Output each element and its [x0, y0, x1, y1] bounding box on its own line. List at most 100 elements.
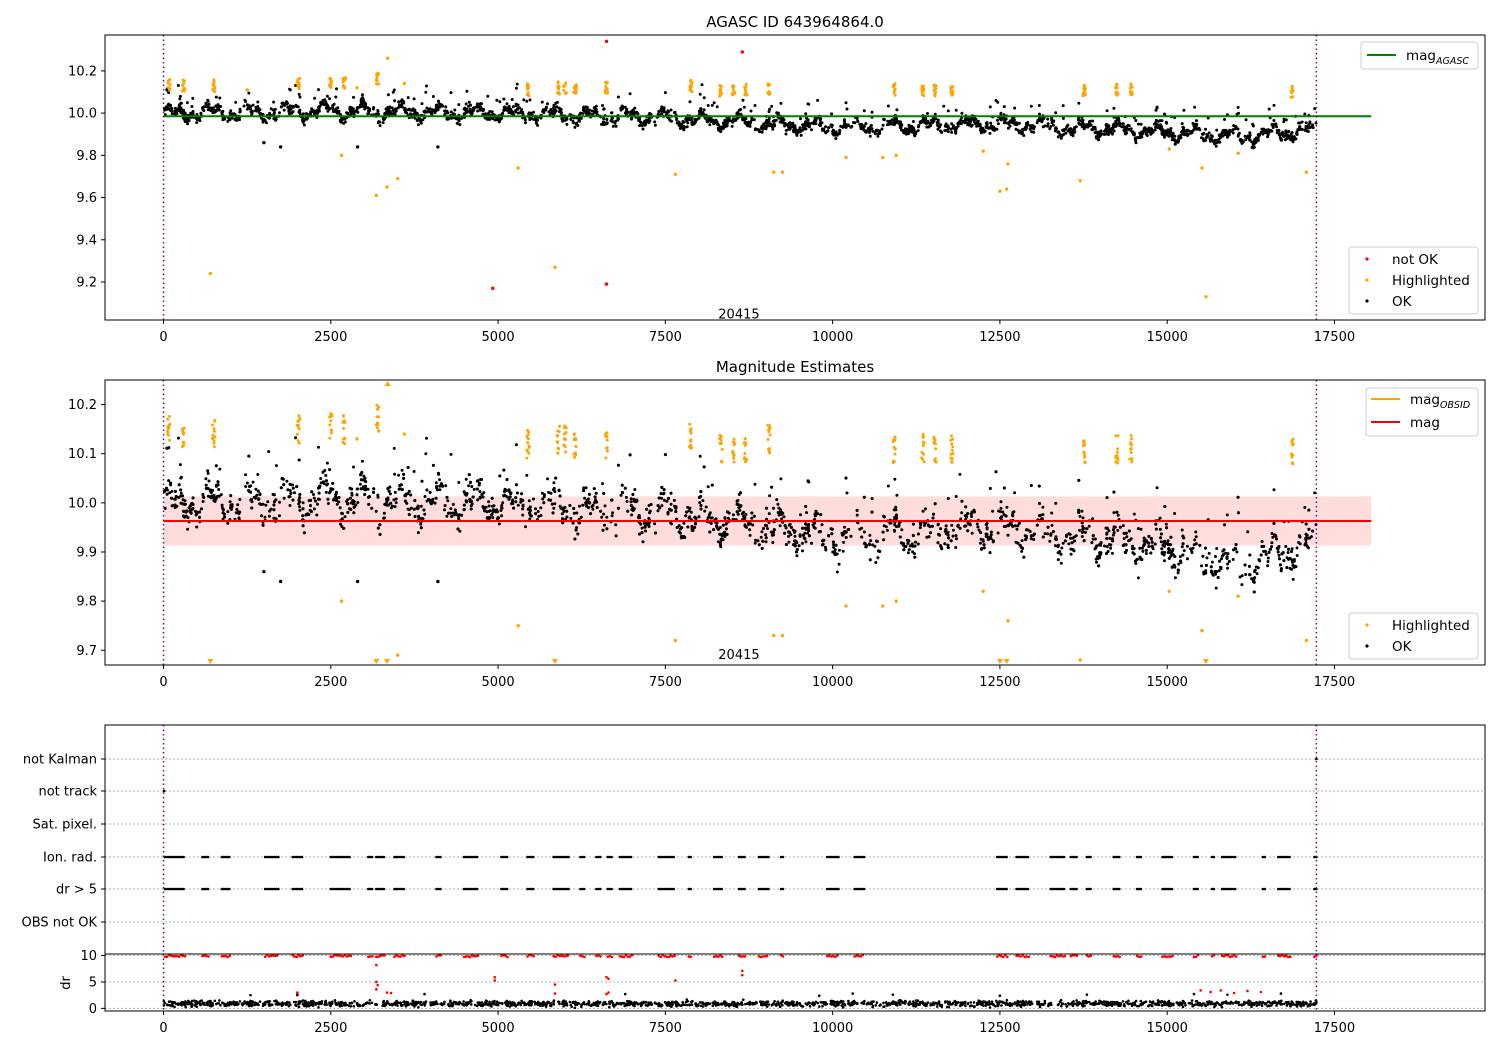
ok-point: [1181, 125, 1185, 129]
ok-point: [298, 496, 302, 500]
ok-point: [487, 500, 491, 504]
highlighted-point: [731, 88, 735, 92]
ok-point: [1173, 576, 1177, 580]
ok-point: [206, 471, 210, 475]
ok-point: [624, 495, 628, 499]
ok-point: [301, 514, 305, 518]
ok-point: [301, 501, 305, 505]
ok-point: [988, 131, 992, 135]
x-tick-label: 15000: [1147, 330, 1188, 345]
ok-point: [525, 473, 529, 477]
ok-point: [293, 491, 296, 495]
ok-point: [206, 108, 210, 112]
ok-point: [327, 107, 331, 111]
highlighted-point: [556, 85, 560, 89]
ok-point: [355, 108, 359, 112]
ok-point: [766, 527, 769, 531]
ok-point: [976, 122, 980, 126]
ok-point: [1139, 122, 1143, 126]
ok-point: [328, 97, 332, 101]
highlighted-point: [574, 89, 578, 93]
ok-point: [1142, 536, 1146, 540]
ok-point: [793, 129, 797, 132]
highlighted-point: [168, 87, 172, 91]
ok-point: [1231, 131, 1235, 135]
ok-point: [885, 123, 889, 127]
ok-point: [1262, 129, 1265, 133]
ok-point: [1156, 126, 1160, 130]
ok-point: [516, 107, 519, 111]
ok-point: [295, 105, 299, 108]
ok-point: [301, 507, 305, 511]
ok-point: [352, 95, 355, 99]
agasc-y-axis: 9.29.49.69.810.010.2: [68, 64, 105, 291]
ok-point: [443, 109, 447, 113]
ok-point: [1250, 146, 1254, 149]
ok-point: [929, 531, 933, 535]
ok-point: [360, 459, 364, 463]
ok-point: [895, 108, 899, 112]
data-point: [385, 185, 389, 189]
ok-point: [1136, 576, 1140, 580]
ok-point: [1231, 558, 1235, 561]
ok-point: [1205, 556, 1209, 560]
ok-point: [420, 479, 424, 483]
highlighted-point: [1291, 88, 1295, 92]
data-point: [604, 39, 609, 44]
ok-point: [1048, 127, 1052, 131]
ok-point: [1016, 524, 1020, 528]
agasc-line-legend: magAGASC: [1360, 41, 1479, 70]
ok-point: [759, 535, 763, 539]
ok-point: [932, 512, 935, 516]
ok-point: [904, 544, 908, 548]
ok-point: [286, 105, 290, 109]
ok-point: [1121, 122, 1125, 126]
ok-point: [1050, 523, 1054, 527]
ok-point: [724, 522, 728, 526]
ok-point: [1080, 509, 1084, 513]
ok-point: [168, 107, 172, 111]
ok-point: [335, 87, 338, 91]
ok-point: [342, 526, 346, 530]
ok-point: [440, 103, 443, 107]
ok-point: [294, 84, 298, 87]
ok-point: [540, 100, 544, 104]
ok-point: [956, 124, 960, 128]
ok-point: [625, 499, 629, 503]
ok-point: [743, 120, 747, 124]
ok-point: [234, 100, 238, 104]
ok-point: [274, 117, 278, 121]
ok-point: [1290, 135, 1294, 139]
ok-point: [1062, 133, 1065, 137]
ok-point: [1233, 127, 1237, 131]
ok-point: [698, 454, 702, 458]
data-point: [208, 271, 213, 276]
ok-point: [741, 98, 745, 102]
ok-point: [1095, 560, 1098, 564]
ok-point: [950, 130, 954, 134]
ok-point: [787, 540, 791, 544]
ok-point: [905, 538, 909, 542]
ok-point: [672, 111, 676, 114]
ok-point: [493, 118, 497, 122]
ok-point: [653, 123, 657, 127]
ok-point: [266, 500, 270, 504]
ok-point: [434, 109, 438, 113]
ok-point: [331, 481, 335, 485]
data-point: [516, 166, 520, 170]
ok-point: [388, 492, 392, 496]
ok-point: [376, 109, 380, 112]
ok-point: [195, 113, 199, 116]
ok-point: [1295, 546, 1299, 550]
ok-point: [764, 124, 768, 128]
ok-point: [256, 100, 260, 104]
ok-point: [779, 101, 783, 105]
ok-point: [699, 107, 703, 111]
ok-point: [702, 108, 706, 112]
ok-point: [1214, 586, 1218, 590]
ok-point: [285, 102, 289, 106]
highlighted-point: [527, 94, 531, 98]
ok-point: [1136, 136, 1139, 140]
ok-point: [1272, 119, 1276, 122]
ok-point: [721, 121, 725, 125]
